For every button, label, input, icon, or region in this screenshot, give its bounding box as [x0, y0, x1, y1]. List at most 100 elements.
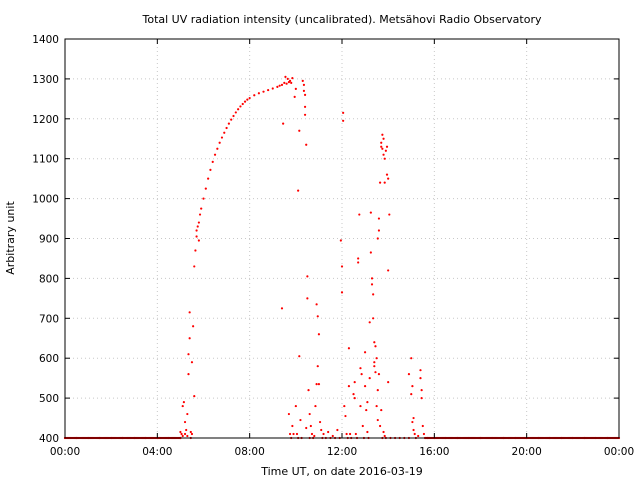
data-point [299, 418, 302, 422]
data-point [183, 420, 187, 424]
data-point [413, 432, 416, 436]
data-point [410, 393, 413, 396]
data-point [294, 87, 297, 90]
data-point [378, 181, 382, 184]
data-point [412, 428, 415, 432]
data-point [284, 75, 287, 79]
data-point [200, 207, 203, 210]
y-tick-label: 1400 [32, 34, 59, 46]
data-point [369, 251, 372, 254]
data-point [383, 434, 386, 438]
data-point [375, 404, 378, 408]
y-tick-label: 1000 [32, 194, 59, 206]
data-point [292, 432, 295, 436]
data-point [353, 397, 356, 400]
data-point [375, 357, 378, 360]
y-tick-label: 1300 [32, 74, 59, 86]
data-point [218, 141, 221, 144]
y-tick-label: 1200 [32, 114, 59, 126]
data-point [182, 400, 185, 404]
data-point [373, 365, 376, 368]
data-point [382, 153, 385, 156]
data-point [315, 303, 318, 306]
data-point [180, 432, 183, 436]
data-point [237, 108, 240, 111]
data-point [382, 137, 385, 140]
x-tick-labels: 00:00 04:00 08:00 12:00 16:00 20:00 00:00 [50, 446, 634, 458]
data-point [209, 168, 212, 171]
data-point [293, 95, 296, 98]
data-point [366, 430, 369, 434]
data-point [360, 373, 363, 376]
data-point [241, 102, 244, 106]
data-point [327, 430, 330, 434]
data-point [248, 96, 251, 100]
data-point [385, 173, 389, 176]
data-point [343, 404, 346, 408]
x-tick-label: 16:00 [419, 446, 449, 458]
data-point [227, 122, 230, 125]
data-point [187, 373, 190, 376]
data-point [422, 432, 426, 436]
data-point [190, 432, 194, 436]
data-point [192, 325, 195, 328]
data-point [257, 92, 260, 95]
data-point [305, 143, 308, 146]
data-point [278, 84, 281, 87]
data-point [320, 428, 323, 432]
data-point [340, 265, 344, 268]
x-tick-label: 08:00 [235, 446, 265, 458]
data-point [363, 351, 367, 354]
data-point [195, 235, 198, 238]
data-point [280, 83, 284, 86]
data-point [185, 428, 188, 432]
data-point [407, 373, 411, 376]
data-point [193, 395, 196, 398]
data-point [377, 229, 381, 232]
data-point [314, 404, 317, 408]
x-tick-label: 00:00 [50, 446, 80, 458]
data-point [353, 381, 356, 384]
data-point [365, 408, 368, 412]
data-point [342, 119, 345, 122]
data-point [383, 181, 386, 184]
data-point [370, 277, 374, 280]
data-point [381, 133, 384, 136]
data-point [243, 100, 247, 103]
data-point [344, 414, 347, 418]
data-point [376, 237, 379, 240]
data-point [308, 412, 311, 416]
data-point [303, 113, 307, 116]
data-point [190, 361, 194, 364]
data-point [412, 416, 415, 420]
data-point [419, 369, 422, 372]
data-point [246, 98, 249, 101]
data-point [287, 412, 291, 416]
data-point [194, 249, 197, 252]
data-point [410, 357, 413, 360]
x-tick-label: 12:00 [327, 446, 357, 458]
data-point [339, 239, 342, 242]
data-point [216, 147, 219, 150]
data-point [369, 211, 372, 214]
data-point [373, 361, 376, 364]
data-point [376, 389, 379, 392]
data-point [315, 383, 318, 386]
data-point [310, 432, 314, 436]
data-point [280, 307, 284, 310]
data-point [322, 432, 325, 436]
data-point [380, 408, 383, 412]
data-point [419, 377, 422, 380]
y-tick-label: 600 [39, 353, 59, 365]
data-point [193, 265, 196, 268]
data-point [345, 432, 348, 436]
data-point [183, 432, 187, 436]
data-point [317, 383, 321, 386]
x-tick-label: 20:00 [512, 446, 542, 458]
grid [65, 39, 619, 438]
data-point [385, 145, 389, 148]
data-point [384, 149, 387, 152]
data-point [352, 393, 355, 396]
data-point [378, 424, 382, 428]
